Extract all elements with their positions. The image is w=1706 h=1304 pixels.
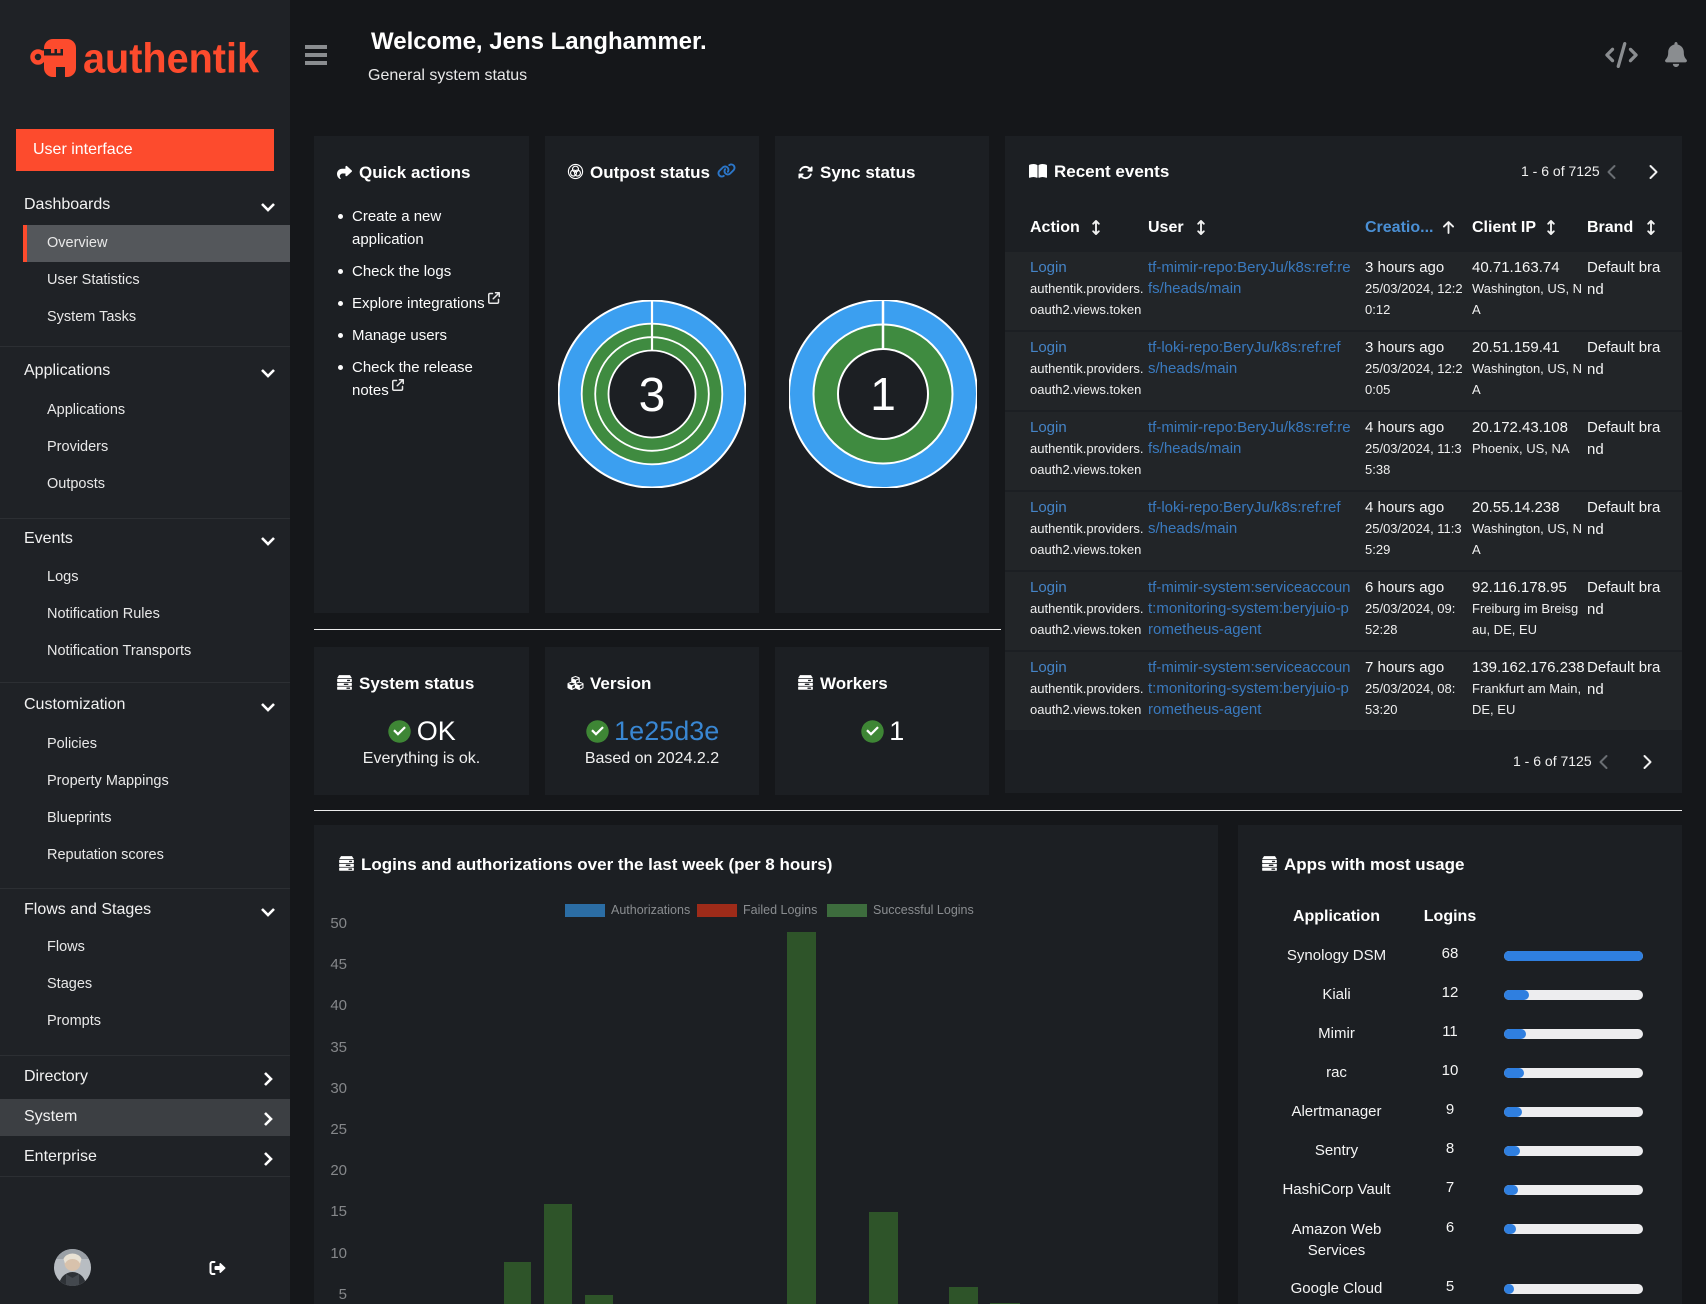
svg-text:1: 1 [870, 368, 896, 420]
svg-text:3: 3 [639, 369, 666, 422]
svg-text:authentik: authentik [83, 36, 260, 82]
